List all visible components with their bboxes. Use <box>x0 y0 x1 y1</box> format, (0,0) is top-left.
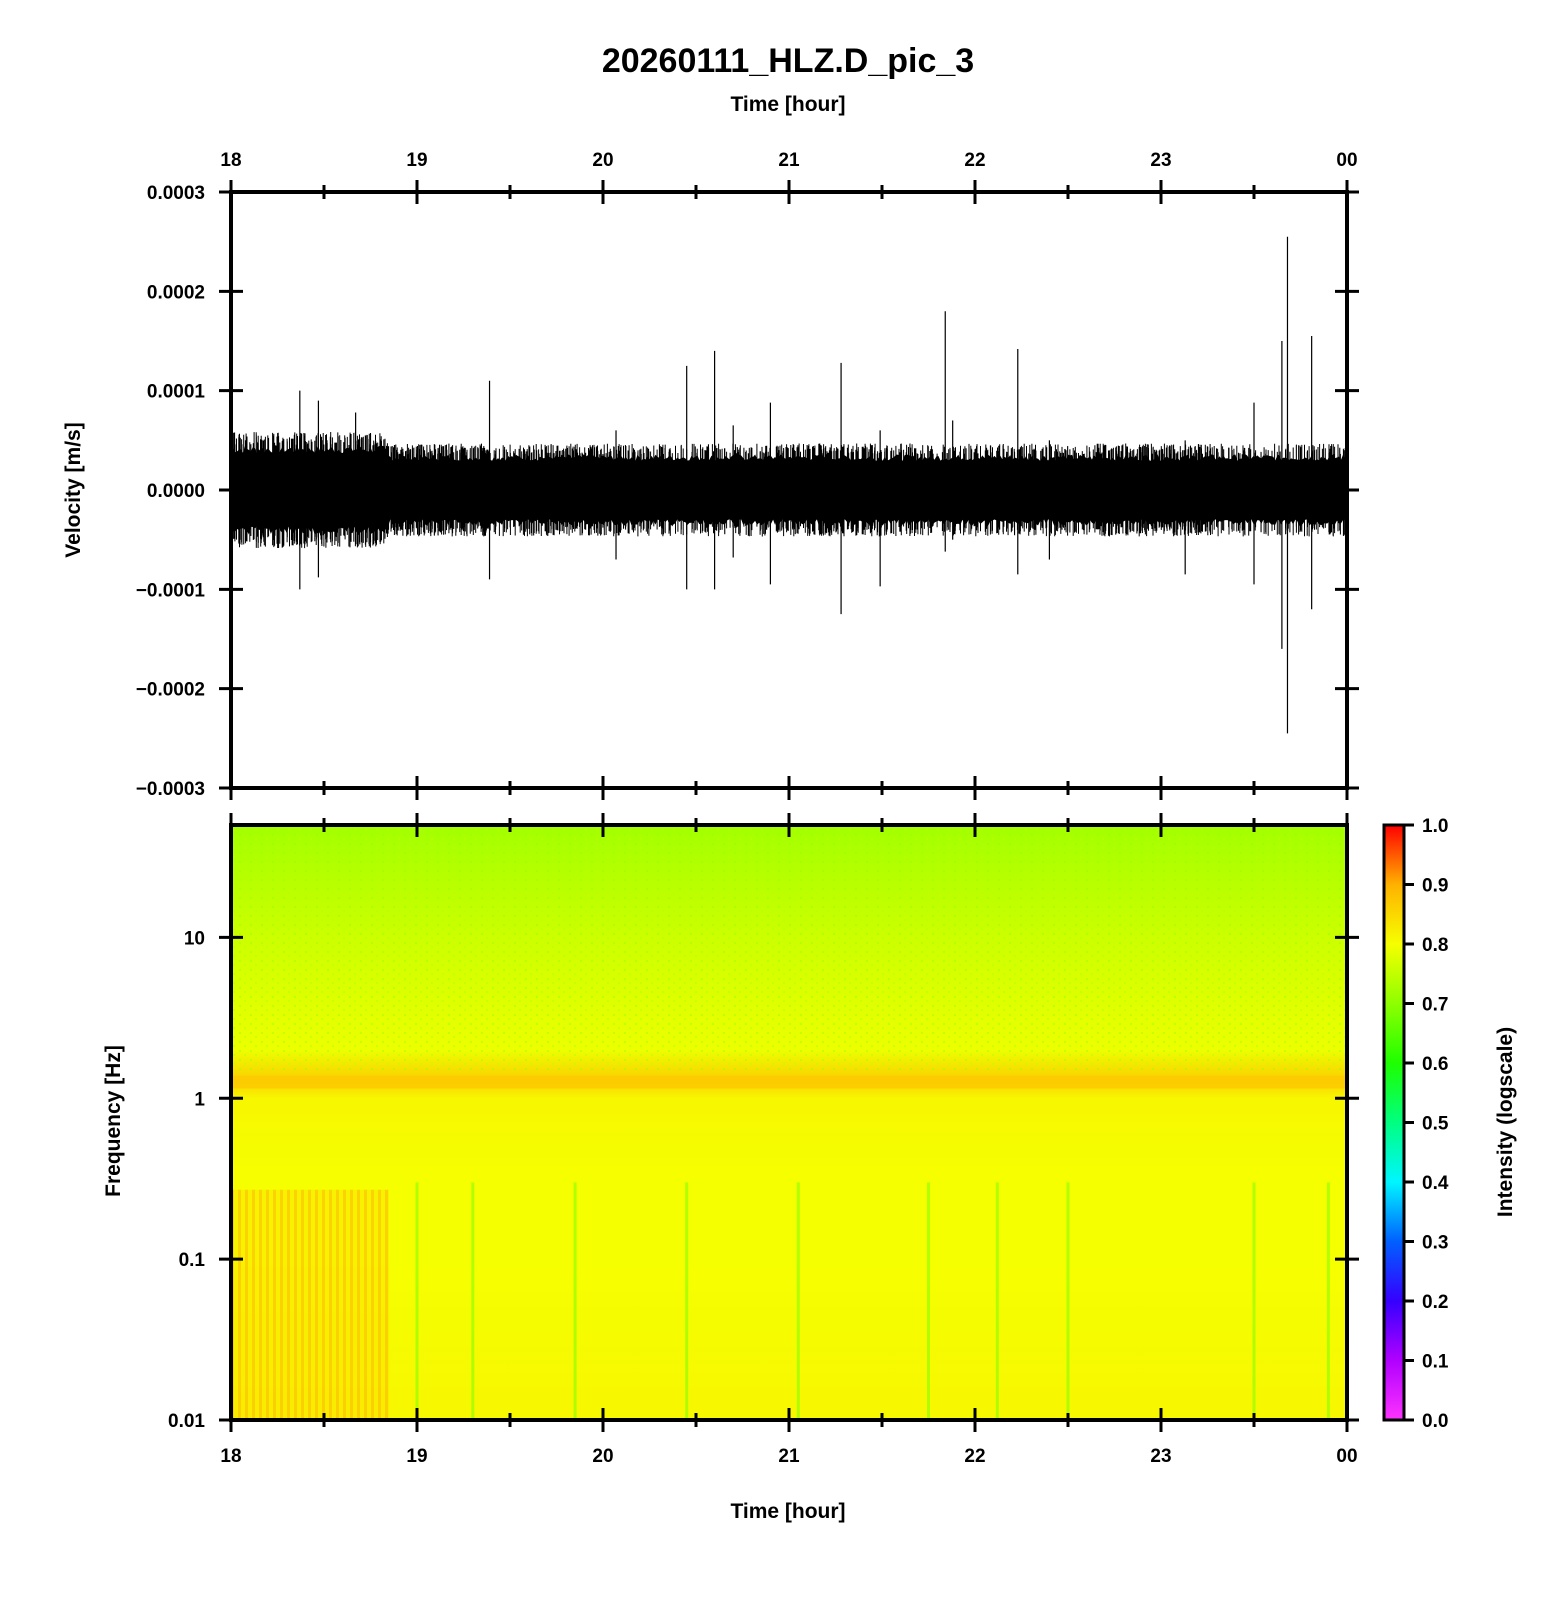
spectrogram-y-ticks: 10 1 0.1 0.01 <box>168 928 1359 1432</box>
colorbar-label: Intensity (logscale) <box>1494 1027 1517 1217</box>
spectrogram-event-stripe <box>471 1182 475 1420</box>
spectrogram-x-ticks: 18 19 20 21 22 23 00 <box>220 813 1358 1467</box>
waveform-x-tick-label: 21 <box>778 150 800 171</box>
spectrogram-speckle <box>231 825 1347 1070</box>
figure-title: 20260111_HLZ.D_pic_3 <box>602 42 974 80</box>
waveform-y-tick-label: 0.0001 <box>147 382 206 403</box>
waveform-x-tick-label: 23 <box>1150 150 1171 171</box>
spectrogram-y-tick-label: 10 <box>184 928 205 949</box>
waveform-spikes <box>299 236 1313 734</box>
spectrogram-event-stripe <box>796 1182 800 1420</box>
spectrogram-microseism-band <box>231 1075 1347 1089</box>
colorbar-tick-label: 0.3 <box>1422 1233 1448 1254</box>
top-x-axis-label: Time [hour] <box>730 93 845 116</box>
spectrogram-x-tick-label: 21 <box>778 1446 800 1467</box>
spectrogram-y-tick-label: 0.1 <box>179 1250 206 1271</box>
spectrogram-event-stripe <box>1326 1182 1330 1420</box>
spectrogram-event-stripe <box>995 1182 999 1420</box>
waveform-x-tick-label: 20 <box>592 150 613 171</box>
waveform-y-tick-label: 0.0000 <box>147 481 205 502</box>
spectrogram-x-tick-label: 22 <box>964 1446 985 1467</box>
spectrogram-high-noise-region <box>231 1189 390 1420</box>
waveform-y-tick-label: −0.0002 <box>136 680 205 701</box>
spectrogram-event-stripe <box>927 1182 930 1420</box>
waveform-y-tick-label: 0.0003 <box>147 183 205 204</box>
spectrogram-x-tick-label: 00 <box>1336 1446 1357 1467</box>
waveform-noise-band <box>231 432 1347 549</box>
spectrogram-event-stripe <box>1252 1182 1256 1420</box>
waveform-x-tick-label: 00 <box>1336 150 1357 171</box>
colorbar-tick-label: 0.0 <box>1422 1411 1448 1432</box>
waveform-y-tick-label: −0.0001 <box>136 580 206 601</box>
spectrogram-event-stripe <box>685 1182 689 1420</box>
waveform-x-ticks: 18 19 20 21 22 23 00 <box>220 150 1358 800</box>
colorbar-tick-label: 0.8 <box>1422 935 1448 956</box>
waveform-y-tick-label: −0.0003 <box>136 779 205 800</box>
spectrogram-event-stripe <box>1066 1182 1070 1420</box>
spectrogram-x-tick-label: 20 <box>592 1446 613 1467</box>
spectrogram-x-tick-label: 19 <box>406 1446 427 1467</box>
colorbar-tick-label: 1.0 <box>1422 816 1448 837</box>
spectrogram-event-stripe <box>415 1182 419 1420</box>
colorbar-tick-label: 0.6 <box>1422 1054 1448 1075</box>
colorbar-tick-label: 0.7 <box>1422 995 1448 1016</box>
spectrogram-y-tick-label: 1 <box>194 1089 205 1110</box>
spectrogram-event-stripe <box>573 1182 577 1420</box>
colorbar-tick-label: 0.2 <box>1422 1292 1448 1313</box>
colorbar-gradient <box>1382 823 1406 1422</box>
colorbar: 0.0 0.1 0.2 0.3 0.4 0.5 0.6 0.7 0.8 0.9 1.0 Intens… <box>1382 816 1517 1432</box>
waveform-x-tick-label: 22 <box>964 150 985 171</box>
spectrogram-x-tick-label: 18 <box>220 1446 241 1467</box>
colorbar-tick-label: 0.5 <box>1422 1114 1449 1135</box>
spectrogram-y-axis-label: Frequency [Hz] <box>102 1045 125 1197</box>
waveform-y-axis-label: Velocity [m/s] <box>62 422 85 557</box>
spectrogram-x-tick-label: 23 <box>1150 1446 1171 1467</box>
spectrogram-y-tick-label: 0.01 <box>168 1411 205 1432</box>
colorbar-ticks: 0.0 0.1 0.2 0.3 0.4 0.5 0.6 0.7 0.8 0.9 1.0 <box>1404 816 1449 1432</box>
spectrogram-features <box>231 1075 1347 1420</box>
waveform-y-ticks: 0.0003 0.0002 0.0001 0.0000 −0.0001 −0.0002 −0… <box>136 183 1359 800</box>
colorbar-tick-label: 0.9 <box>1422 876 1448 897</box>
colorbar-tick-label: 0.1 <box>1422 1352 1449 1373</box>
waveform-y-tick-label: 0.0002 <box>147 282 205 303</box>
colorbar-tick-label: 0.4 <box>1422 1173 1449 1194</box>
bottom-x-axis-label: Time [hour] <box>730 1500 845 1523</box>
spectrogram-high-noise-hatch <box>231 1189 390 1420</box>
waveform-x-tick-label: 18 <box>220 150 241 171</box>
waveform-panel: 18 19 20 21 22 23 00 0.0003 0.0002 0.0001 0.0000 −… <box>62 150 1359 800</box>
waveform-x-tick-label: 19 <box>406 150 427 171</box>
spectrogram-panel: 18 19 20 21 22 23 00 10 1 0.1 0.01 Frequency [Hz]… <box>102 813 1359 1523</box>
